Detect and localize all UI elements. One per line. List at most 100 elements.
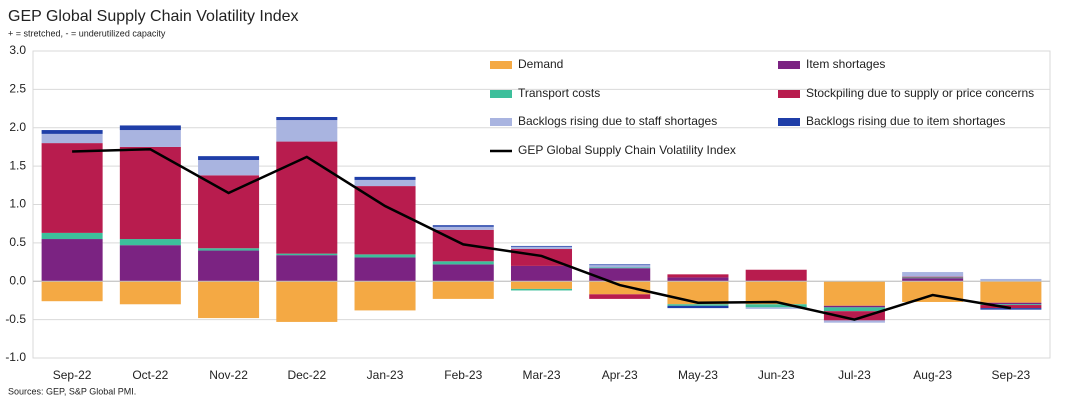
bar-segment xyxy=(745,281,807,305)
y-tick-label: 2.0 xyxy=(9,120,26,134)
x-tick-label: Jul-23 xyxy=(838,368,871,382)
bar-segment xyxy=(432,226,494,230)
legend-label: Stockpiling due to supply or price conce… xyxy=(806,86,1034,100)
y-tick-label: 2.5 xyxy=(9,82,26,96)
bar-segment xyxy=(745,307,807,309)
y-tick-label: 0.0 xyxy=(9,273,26,287)
bar-segment xyxy=(667,304,729,306)
bar-segment xyxy=(119,239,181,246)
bar-segment xyxy=(119,281,181,305)
bar-segment xyxy=(119,125,181,131)
legend-swatch xyxy=(490,61,512,69)
bar-segment xyxy=(510,245,573,247)
bar-segment xyxy=(667,277,729,282)
x-tick-label: Jan-23 xyxy=(367,368,404,382)
bar-segment xyxy=(589,281,651,295)
bar-segment xyxy=(510,281,573,289)
bar-segment xyxy=(589,268,651,282)
bar-segment xyxy=(432,281,494,299)
bar-segment xyxy=(354,257,416,282)
bar-segment xyxy=(41,143,103,233)
x-tick-label: Sep-22 xyxy=(53,368,92,382)
bar-segment xyxy=(119,245,181,282)
source-note: Sources: GEP, S&P Global PMI. xyxy=(8,386,136,396)
legend-swatch xyxy=(490,90,512,98)
x-tick-label: Dec-22 xyxy=(287,368,326,382)
legend-swatch xyxy=(778,61,800,69)
legend-label: Backlogs rising due to item shortages xyxy=(806,114,1005,128)
legend-label: Item shortages xyxy=(806,57,885,71)
bar-segment xyxy=(510,265,573,282)
x-tick-label: Oct-22 xyxy=(132,368,168,382)
bar-segment xyxy=(980,278,1042,282)
bar-segment xyxy=(980,304,1042,306)
bar-segment xyxy=(667,305,729,309)
bar-segment xyxy=(902,272,964,277)
x-tick-label: Apr-23 xyxy=(602,368,638,382)
legend-swatch xyxy=(490,118,512,126)
legend-swatch xyxy=(778,90,800,98)
index-line xyxy=(72,147,1012,321)
x-tick-label: Mar-23 xyxy=(522,368,560,382)
bar-segment xyxy=(823,281,885,306)
bar-segment xyxy=(510,288,573,291)
y-tick-label: 1.0 xyxy=(9,197,26,211)
bar-segment xyxy=(980,305,1042,309)
legend-swatch xyxy=(778,118,800,126)
x-tick-label: Nov-22 xyxy=(209,368,248,382)
y-tick-label: 0.5 xyxy=(9,235,26,249)
bar-segment xyxy=(823,305,885,308)
legend-label: Backlogs rising due to staff shortages xyxy=(518,114,717,128)
bar-segment xyxy=(276,281,338,322)
bar-segment xyxy=(119,146,181,240)
bar-segment xyxy=(41,239,103,282)
y-tick-label: 3.0 xyxy=(9,43,26,57)
bar-segment xyxy=(41,232,103,240)
bar-segment xyxy=(276,253,338,256)
y-tick-label: -0.5 xyxy=(5,312,26,326)
bar-segment xyxy=(667,281,729,305)
bar-segment xyxy=(276,255,338,282)
bar-segment xyxy=(902,277,964,279)
bar-segment xyxy=(823,307,885,312)
x-tick-label: Sep-23 xyxy=(992,368,1031,382)
bar-segment xyxy=(41,281,103,302)
bar-segment xyxy=(198,156,260,160)
y-tick-label: 1.5 xyxy=(9,158,26,172)
bar-segment xyxy=(119,130,181,147)
legend-label: GEP Global Supply Chain Volatility Index xyxy=(518,143,736,157)
bar-segment xyxy=(823,320,885,323)
y-tick-label: -1.0 xyxy=(5,350,26,364)
bar-segment xyxy=(432,225,494,227)
bar-segment xyxy=(276,141,338,254)
bar-segment xyxy=(589,265,651,268)
bar-segment xyxy=(589,294,651,299)
bar-segment xyxy=(354,186,416,255)
bar-segment xyxy=(276,117,338,121)
bar-segment xyxy=(745,304,807,308)
bar-segment xyxy=(510,246,573,250)
x-tick-label: May-23 xyxy=(678,368,718,382)
bar-segment xyxy=(354,281,416,311)
bar-segment xyxy=(198,250,260,282)
bar-segment xyxy=(198,248,260,251)
bar-segment xyxy=(667,274,729,278)
bar-segment xyxy=(902,278,964,282)
chart-title: GEP Global Supply Chain Volatility Index xyxy=(8,8,299,25)
legend-label: Demand xyxy=(518,57,563,71)
bar-segment xyxy=(823,311,885,321)
bar-segment xyxy=(198,159,260,176)
bar-segment xyxy=(589,267,651,269)
bar-segment xyxy=(745,269,807,281)
bar-segment xyxy=(354,254,416,258)
bar-segment xyxy=(432,264,494,282)
bar-segment xyxy=(589,264,651,266)
bar-segment xyxy=(276,120,338,142)
bar-segment xyxy=(354,179,416,187)
bar-segment xyxy=(902,276,964,278)
bar-segment xyxy=(41,130,103,134)
bar-segment xyxy=(980,281,1042,303)
bar-segment xyxy=(354,176,416,180)
bar-segment xyxy=(198,175,260,249)
